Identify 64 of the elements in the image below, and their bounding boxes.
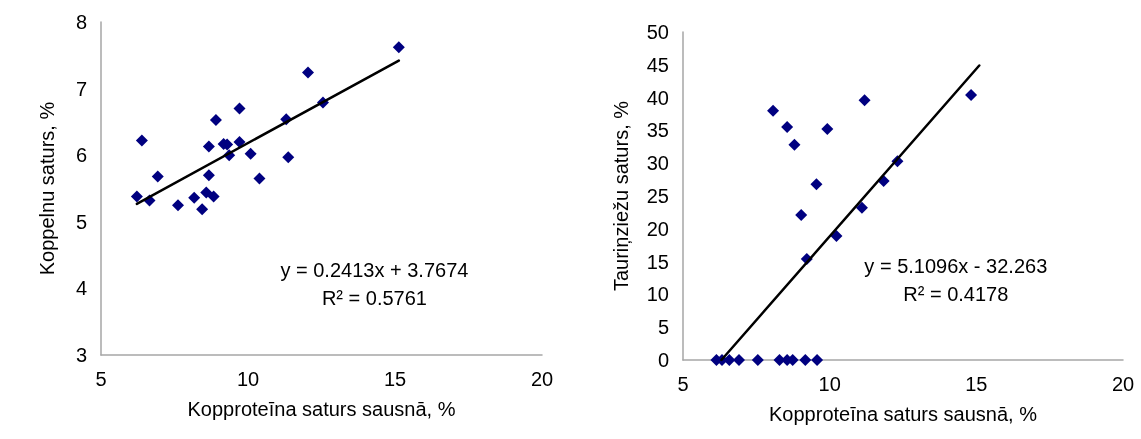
point bbox=[799, 354, 812, 366]
x-tick-label: 20 bbox=[530, 368, 554, 390]
point bbox=[821, 123, 834, 136]
point bbox=[858, 94, 871, 107]
point bbox=[282, 151, 295, 164]
point bbox=[202, 169, 215, 182]
y-tick-label: 6 bbox=[75, 144, 87, 167]
point bbox=[188, 191, 201, 204]
y-tick-label: 5 bbox=[75, 210, 87, 233]
point bbox=[200, 186, 213, 199]
annotation: y = 0.2413x + 3.7674 bbox=[280, 258, 469, 281]
point bbox=[202, 140, 215, 153]
point bbox=[209, 113, 222, 126]
point bbox=[135, 134, 148, 147]
point bbox=[767, 104, 780, 117]
point bbox=[253, 172, 266, 185]
y-tick-label: 7 bbox=[75, 77, 87, 100]
y-tick-label: 15 bbox=[646, 250, 669, 273]
point bbox=[301, 66, 314, 79]
x-axis-title: Kopproteīna saturs sausnā, % bbox=[187, 398, 456, 420]
annotation: y = 5.1096x - 32.263 bbox=[864, 255, 1048, 277]
point bbox=[172, 199, 185, 212]
point bbox=[751, 354, 764, 366]
point bbox=[795, 209, 808, 222]
y-tick-label: 35 bbox=[646, 119, 669, 142]
point bbox=[233, 102, 246, 115]
y-tick-label: 10 bbox=[646, 283, 669, 306]
y-tick-label: 45 bbox=[646, 53, 669, 76]
y-tick-label: 40 bbox=[646, 86, 669, 109]
y-tick-label: 4 bbox=[75, 277, 87, 300]
x-axis-title: Kopproteīna saturs sausnā, % bbox=[769, 403, 1038, 425]
x-tick-label: 15 bbox=[383, 368, 407, 390]
point bbox=[788, 138, 801, 151]
y-axis-title: Tauriņziežu saturs, % bbox=[610, 100, 632, 292]
point bbox=[244, 147, 257, 160]
point bbox=[781, 121, 794, 134]
y-tick-label: 5 bbox=[657, 316, 669, 339]
point bbox=[733, 354, 746, 366]
point bbox=[233, 135, 246, 148]
y-tick-label: 3 bbox=[75, 344, 87, 366]
point bbox=[855, 201, 868, 214]
point bbox=[151, 170, 164, 183]
y-axis-title: Koppelnu saturs, % bbox=[36, 101, 58, 276]
x-tick-label: 10 bbox=[818, 373, 841, 395]
y-tick-label: 0 bbox=[657, 349, 669, 371]
y-tick-label: 20 bbox=[646, 217, 669, 240]
y-tick-label: 8 bbox=[75, 11, 87, 33]
point bbox=[130, 190, 143, 203]
annotation: R² = 0.4178 bbox=[903, 283, 1009, 305]
y-tick-label: 30 bbox=[646, 152, 669, 175]
x-tick-label: 5 bbox=[95, 368, 107, 390]
x-tick-label: 5 bbox=[677, 373, 689, 395]
point bbox=[811, 354, 824, 366]
point bbox=[392, 41, 405, 54]
point bbox=[965, 88, 978, 101]
y-tick-label: 50 bbox=[646, 21, 669, 43]
x-tick-label: 10 bbox=[236, 368, 260, 390]
annotation: R² = 0.5761 bbox=[321, 286, 427, 309]
point bbox=[810, 178, 823, 191]
x-tick-label: 15 bbox=[965, 373, 988, 395]
y-tick-label: 25 bbox=[646, 185, 669, 207]
x-tick-label: 20 bbox=[1111, 373, 1135, 395]
point bbox=[207, 190, 220, 203]
point bbox=[196, 203, 209, 216]
